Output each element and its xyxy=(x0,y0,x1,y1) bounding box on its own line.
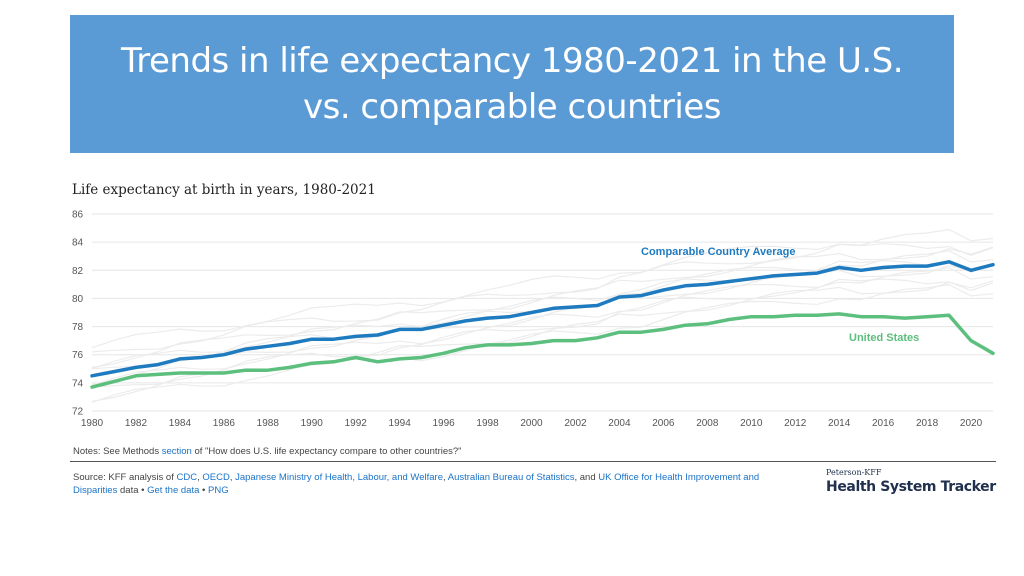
axis-tick-labels: 72 74 76 78 80 82 84 86 1980 1982 1984 1986 1988 1990… xyxy=(72,210,983,430)
x-tick-label: 1986 xyxy=(213,418,236,429)
chart-title: Life expectancy at birth in years, 1980-… xyxy=(72,182,376,198)
chart-source: Source: KFF analysis of CDC, OECD, Japan… xyxy=(73,471,793,497)
y-tick-label: 76 xyxy=(72,350,84,361)
source-link-cdc[interactable]: CDC xyxy=(176,472,198,483)
footer-divider xyxy=(70,461,996,462)
brand-small-text: Peterson-KFF xyxy=(826,468,882,477)
source-link-australian-bureau[interactable]: Australian Bureau of Statistics xyxy=(447,472,575,483)
y-tick-label: 84 xyxy=(72,238,84,249)
get-the-data-link[interactable]: Get the data xyxy=(147,485,200,496)
y-tick-label: 72 xyxy=(72,407,84,418)
x-tick-label: 2008 xyxy=(696,418,719,429)
background-country-line xyxy=(91,283,994,403)
x-tick-label: 1990 xyxy=(301,418,324,429)
source-bullet: • xyxy=(199,485,208,496)
series-lines xyxy=(90,260,995,389)
y-tick-label: 80 xyxy=(72,294,84,305)
source-sep: , xyxy=(442,472,448,483)
x-tick-label: 2020 xyxy=(960,418,983,429)
x-tick-label: 1998 xyxy=(476,418,499,429)
x-tick-label: 2004 xyxy=(608,418,631,429)
source-sep: , xyxy=(197,472,203,483)
background-country-line xyxy=(91,267,994,387)
life-expectancy-line-chart: 72 74 76 78 80 82 84 86 1980 1982 1984 1986 1988 1990… xyxy=(72,210,995,430)
background-country-line xyxy=(91,278,994,388)
y-tick-label: 74 xyxy=(72,378,84,389)
brand-logo[interactable]: Peterson-KFF Health System Tracker xyxy=(826,468,996,496)
source-link-japan-ministry[interactable]: Japanese Ministry of Health, Labour, and… xyxy=(235,472,443,483)
x-tick-label: 1996 xyxy=(432,418,455,429)
series-label-united-states: United States xyxy=(849,332,919,344)
x-tick-label: 2012 xyxy=(784,418,807,429)
x-tick-label: 1984 xyxy=(169,418,192,429)
x-tick-label: 1988 xyxy=(257,418,280,429)
y-tick-label: 86 xyxy=(72,210,84,221)
png-link[interactable]: PNG xyxy=(208,485,229,496)
slide-title-banner: Trends in life expectancy 1980-2021 in t… xyxy=(70,15,954,153)
source-sep: , and xyxy=(574,472,599,483)
x-tick-label: 2016 xyxy=(872,418,895,429)
series-labels: Comparable Country Average United States xyxy=(641,246,919,344)
x-tick-label: 2000 xyxy=(520,418,543,429)
notes-section-link[interactable]: section xyxy=(161,446,192,457)
slide-title-line-2: vs. comparable countries xyxy=(302,87,722,127)
brand-big-text: Health System Tracker xyxy=(826,479,996,495)
x-tick-label: 2014 xyxy=(828,418,851,429)
x-tick-label: 2010 xyxy=(740,418,763,429)
x-tick-label: 2002 xyxy=(564,418,587,429)
x-tick-label: 2018 xyxy=(916,418,939,429)
series-label-comparable-country-average: Comparable Country Average xyxy=(641,246,795,258)
y-tick-label: 78 xyxy=(72,322,84,333)
chart-notes: Notes: See Methods section of "How does … xyxy=(73,446,462,457)
grid-lines xyxy=(92,213,993,412)
notes-suffix: of "How does U.S. life expectancy compar… xyxy=(191,446,462,457)
united-states-line xyxy=(90,312,995,389)
x-tick-label: 1994 xyxy=(389,418,412,429)
source-prefix: Source: KFF analysis of xyxy=(73,472,177,483)
background-country-line xyxy=(91,246,994,368)
source-sep: , xyxy=(229,472,236,483)
source-link-oecd[interactable]: OECD xyxy=(202,472,230,483)
background-country-line xyxy=(91,250,994,370)
source-data-word: data • xyxy=(117,485,148,496)
slide-title-line-1: Trends in life expectancy 1980-2021 in t… xyxy=(120,41,904,81)
x-tick-label: 1980 xyxy=(81,418,104,429)
x-tick-label: 2006 xyxy=(652,418,675,429)
x-tick-label: 1992 xyxy=(345,418,368,429)
background-country-line xyxy=(91,263,994,385)
x-tick-label: 1982 xyxy=(125,418,148,429)
source-link-uk-office[interactable]: UK Office for Health Improvement and Dis… xyxy=(73,472,760,496)
notes-prefix: Notes: See Methods xyxy=(73,446,162,457)
comparable-country-average-line xyxy=(90,260,995,378)
y-tick-label: 82 xyxy=(72,266,84,277)
background-country-line xyxy=(91,228,994,349)
background-country-line xyxy=(91,243,994,353)
